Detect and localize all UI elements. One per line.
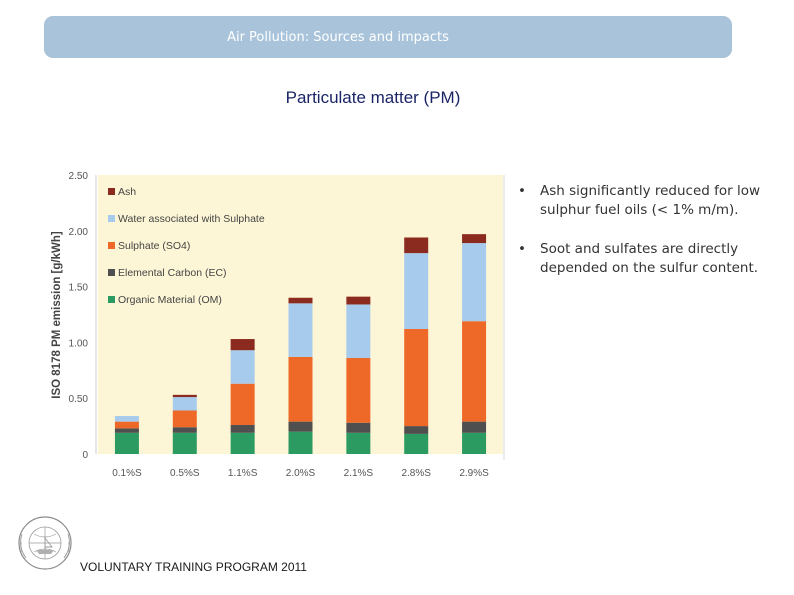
bullet-text: Ash significantly reduced for low sulphu…	[540, 183, 761, 218]
legend-label: Organic Material (OM)	[118, 294, 222, 306]
bar-segment	[172, 432, 197, 454]
legend-swatch	[108, 242, 115, 249]
x-tick-label: 2.9%S	[459, 468, 489, 479]
bar-segment	[404, 433, 429, 454]
bullet-list: • Ash significantly reduced for low sulp…	[518, 182, 783, 298]
y-tick-label: 2.00	[69, 227, 89, 238]
bar-segment	[404, 329, 429, 427]
bar-segment	[346, 432, 371, 454]
bar-segment	[172, 397, 197, 411]
bar-segment	[404, 426, 429, 434]
bullet-dot-icon: •	[518, 183, 526, 199]
y-tick-label: 0	[82, 450, 88, 461]
bar-segment	[172, 427, 197, 433]
y-tick-label: 1.50	[69, 283, 89, 294]
bullet-dot-icon: •	[518, 241, 526, 257]
x-tick-label: 2.0%S	[286, 468, 316, 479]
legend-swatch	[108, 188, 115, 195]
legend-swatch	[108, 215, 115, 222]
bar-segment	[114, 432, 139, 454]
bar-segment	[114, 421, 139, 429]
bar-segment	[288, 431, 313, 454]
bar-segment	[288, 303, 313, 357]
imo-emblem-icon	[18, 516, 72, 570]
legend-label: Elemental Carbon (EC)	[118, 267, 227, 279]
bar-segment	[172, 394, 197, 398]
legend-swatch	[108, 296, 115, 303]
legend-label: Ash	[118, 186, 136, 198]
legend-label: Water associated with Sulphate	[118, 213, 265, 225]
bar-segment	[346, 358, 371, 423]
x-tick-label: 0.5%S	[170, 468, 200, 479]
x-tick-label: 0.1%S	[112, 468, 142, 479]
header-banner: Air Pollution: Sources and impacts	[44, 16, 732, 58]
bar-segment	[404, 253, 429, 330]
bar-segment	[230, 424, 255, 433]
x-tick-label: 2.1%S	[344, 468, 374, 479]
y-tick-label: 0.50	[69, 394, 89, 405]
bar-segment	[462, 234, 487, 244]
bullet-text: Soot and sulfates are directly depended …	[540, 241, 759, 276]
footer-text: VOLUNTARY TRAINING PROGRAM 2011	[80, 560, 307, 574]
y-axis-title: ISO 8178 PM emission [g/kWh]	[51, 231, 63, 399]
bar-segment	[288, 421, 313, 432]
bar-segment	[172, 410, 197, 428]
y-tick-label: 2.50	[69, 171, 89, 182]
y-tick-label: 1.00	[69, 338, 89, 349]
x-tick-label: 2.8%S	[401, 468, 431, 479]
bar-segment	[288, 297, 313, 304]
bullet-item: • Ash significantly reduced for low sulp…	[518, 182, 783, 220]
legend-label: Sulphate (SO4)	[118, 240, 190, 252]
banner-title: Air Pollution: Sources and impacts	[227, 29, 449, 45]
bar-segment	[462, 321, 487, 422]
legend-swatch	[108, 269, 115, 276]
bar-segment	[288, 356, 313, 422]
bar-segment	[346, 304, 371, 359]
bar-segment	[346, 296, 371, 305]
bar-segment	[230, 383, 255, 425]
bar-segment	[230, 432, 255, 454]
bar-segment	[462, 432, 487, 454]
bar-segment	[462, 243, 487, 322]
bar-segment	[230, 350, 255, 384]
page-title: Particulate matter (PM)	[285, 88, 461, 107]
bar-segment	[230, 339, 255, 351]
bar-segment	[404, 237, 429, 254]
bar-segment	[346, 422, 371, 433]
x-tick-label: 1.1%S	[228, 468, 258, 479]
bullet-item: • Soot and sulfates are directly depende…	[518, 240, 783, 278]
bar-segment	[114, 416, 139, 422]
bar-segment	[462, 421, 487, 433]
bar-segment	[114, 428, 139, 433]
